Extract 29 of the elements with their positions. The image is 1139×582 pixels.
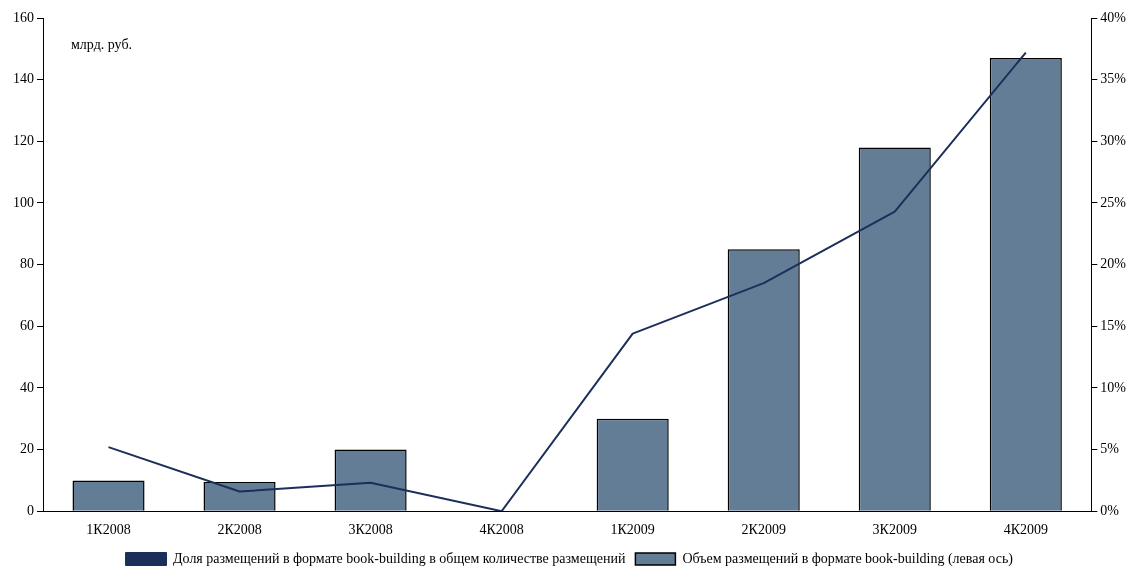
y-tick-label: 60 bbox=[20, 317, 34, 333]
y2-tick-label: 15% bbox=[1100, 317, 1127, 333]
y2-tick-label: 25% bbox=[1100, 194, 1127, 210]
legend-label: Доля размещений в формате book-building в общем количестве размещений bbox=[173, 550, 626, 566]
y2-tick-label: 35% bbox=[1100, 71, 1127, 87]
y2-tick-label: 10% bbox=[1100, 379, 1127, 395]
x-tick-label: 4К2008 bbox=[479, 522, 524, 538]
x-tick-label: 4К2009 bbox=[1003, 522, 1048, 538]
y-tick-label: 100 bbox=[13, 194, 34, 210]
y-tick-label: 80 bbox=[20, 256, 34, 272]
y-tick-label: 0 bbox=[27, 502, 34, 518]
x-tick-label: 2К2009 bbox=[741, 522, 786, 538]
y2-tick-label: 0% bbox=[1100, 502, 1120, 518]
y2-tick-label: 30% bbox=[1100, 132, 1127, 148]
annotation: млрд. руб. bbox=[71, 36, 133, 52]
legend-label: Объем размещений в формате book-building (левая ось) bbox=[682, 550, 1014, 567]
y-tick-label: 120 bbox=[13, 132, 34, 148]
y2-tick-label: 20% bbox=[1100, 256, 1127, 272]
y-tick-label: 160 bbox=[13, 9, 34, 25]
x-tick-label: 1К2009 bbox=[610, 522, 655, 538]
y-tick-label: 140 bbox=[13, 71, 34, 87]
x-tick-label: 3К2009 bbox=[872, 522, 917, 538]
x-tick-label: 1К2008 bbox=[86, 522, 131, 538]
y-tick-label: 40 bbox=[20, 379, 34, 395]
y2-tick-label: 40% bbox=[1100, 9, 1127, 25]
x-tick-label: 3К2008 bbox=[348, 522, 393, 538]
x-tick-label: 2К2008 bbox=[217, 522, 262, 538]
y-tick-label: 20 bbox=[20, 441, 34, 457]
y2-tick-label: 5% bbox=[1100, 441, 1120, 457]
